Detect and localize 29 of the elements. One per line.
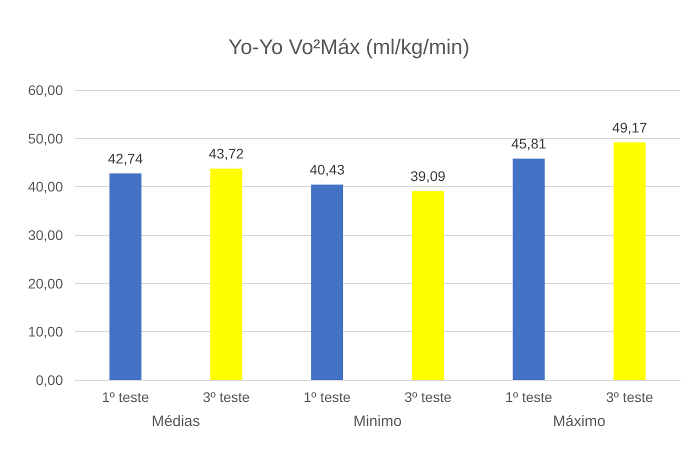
- y-tick-label: 30,00: [28, 227, 64, 243]
- x-tick-label: 1º teste: [304, 389, 351, 405]
- data-label: 40,43: [310, 162, 345, 178]
- data-label: 43,72: [208, 146, 244, 162]
- y-tick-label: 20,00: [28, 275, 64, 292]
- data-label: 39,09: [410, 168, 446, 184]
- data-label: 45,81: [511, 136, 546, 152]
- data-label: 49,17: [612, 119, 648, 136]
- text: Minimo: [353, 413, 402, 430]
- bar: [311, 184, 344, 380]
- text: Médias: [152, 413, 200, 430]
- bar: [210, 168, 242, 380]
- x-tick-label: 1º teste: [102, 389, 150, 405]
- y-tick-label: 0,00: [36, 372, 64, 388]
- x-tick-label: 1º teste: [505, 389, 553, 405]
- y-tick-label: 60,00: [28, 82, 64, 98]
- y-tick-label: 50,00: [28, 130, 64, 146]
- bar: [614, 142, 646, 380]
- text: Máximo: [552, 413, 606, 430]
- x-tick-label: 3º teste: [202, 389, 250, 405]
- x-tick-label: 3º teste: [606, 389, 654, 405]
- data-label: 42,74: [108, 150, 144, 166]
- bar: [109, 173, 142, 380]
- bar: [512, 158, 545, 380]
- chart-title: Yo-Yo Vo²Máx (ml/kg/min): [228, 36, 470, 59]
- y-tick-label: 40,00: [28, 178, 64, 195]
- x-tick-label: 3º teste: [404, 389, 452, 405]
- bar: [412, 191, 444, 380]
- y-tick-label: 10,00: [28, 324, 64, 340]
